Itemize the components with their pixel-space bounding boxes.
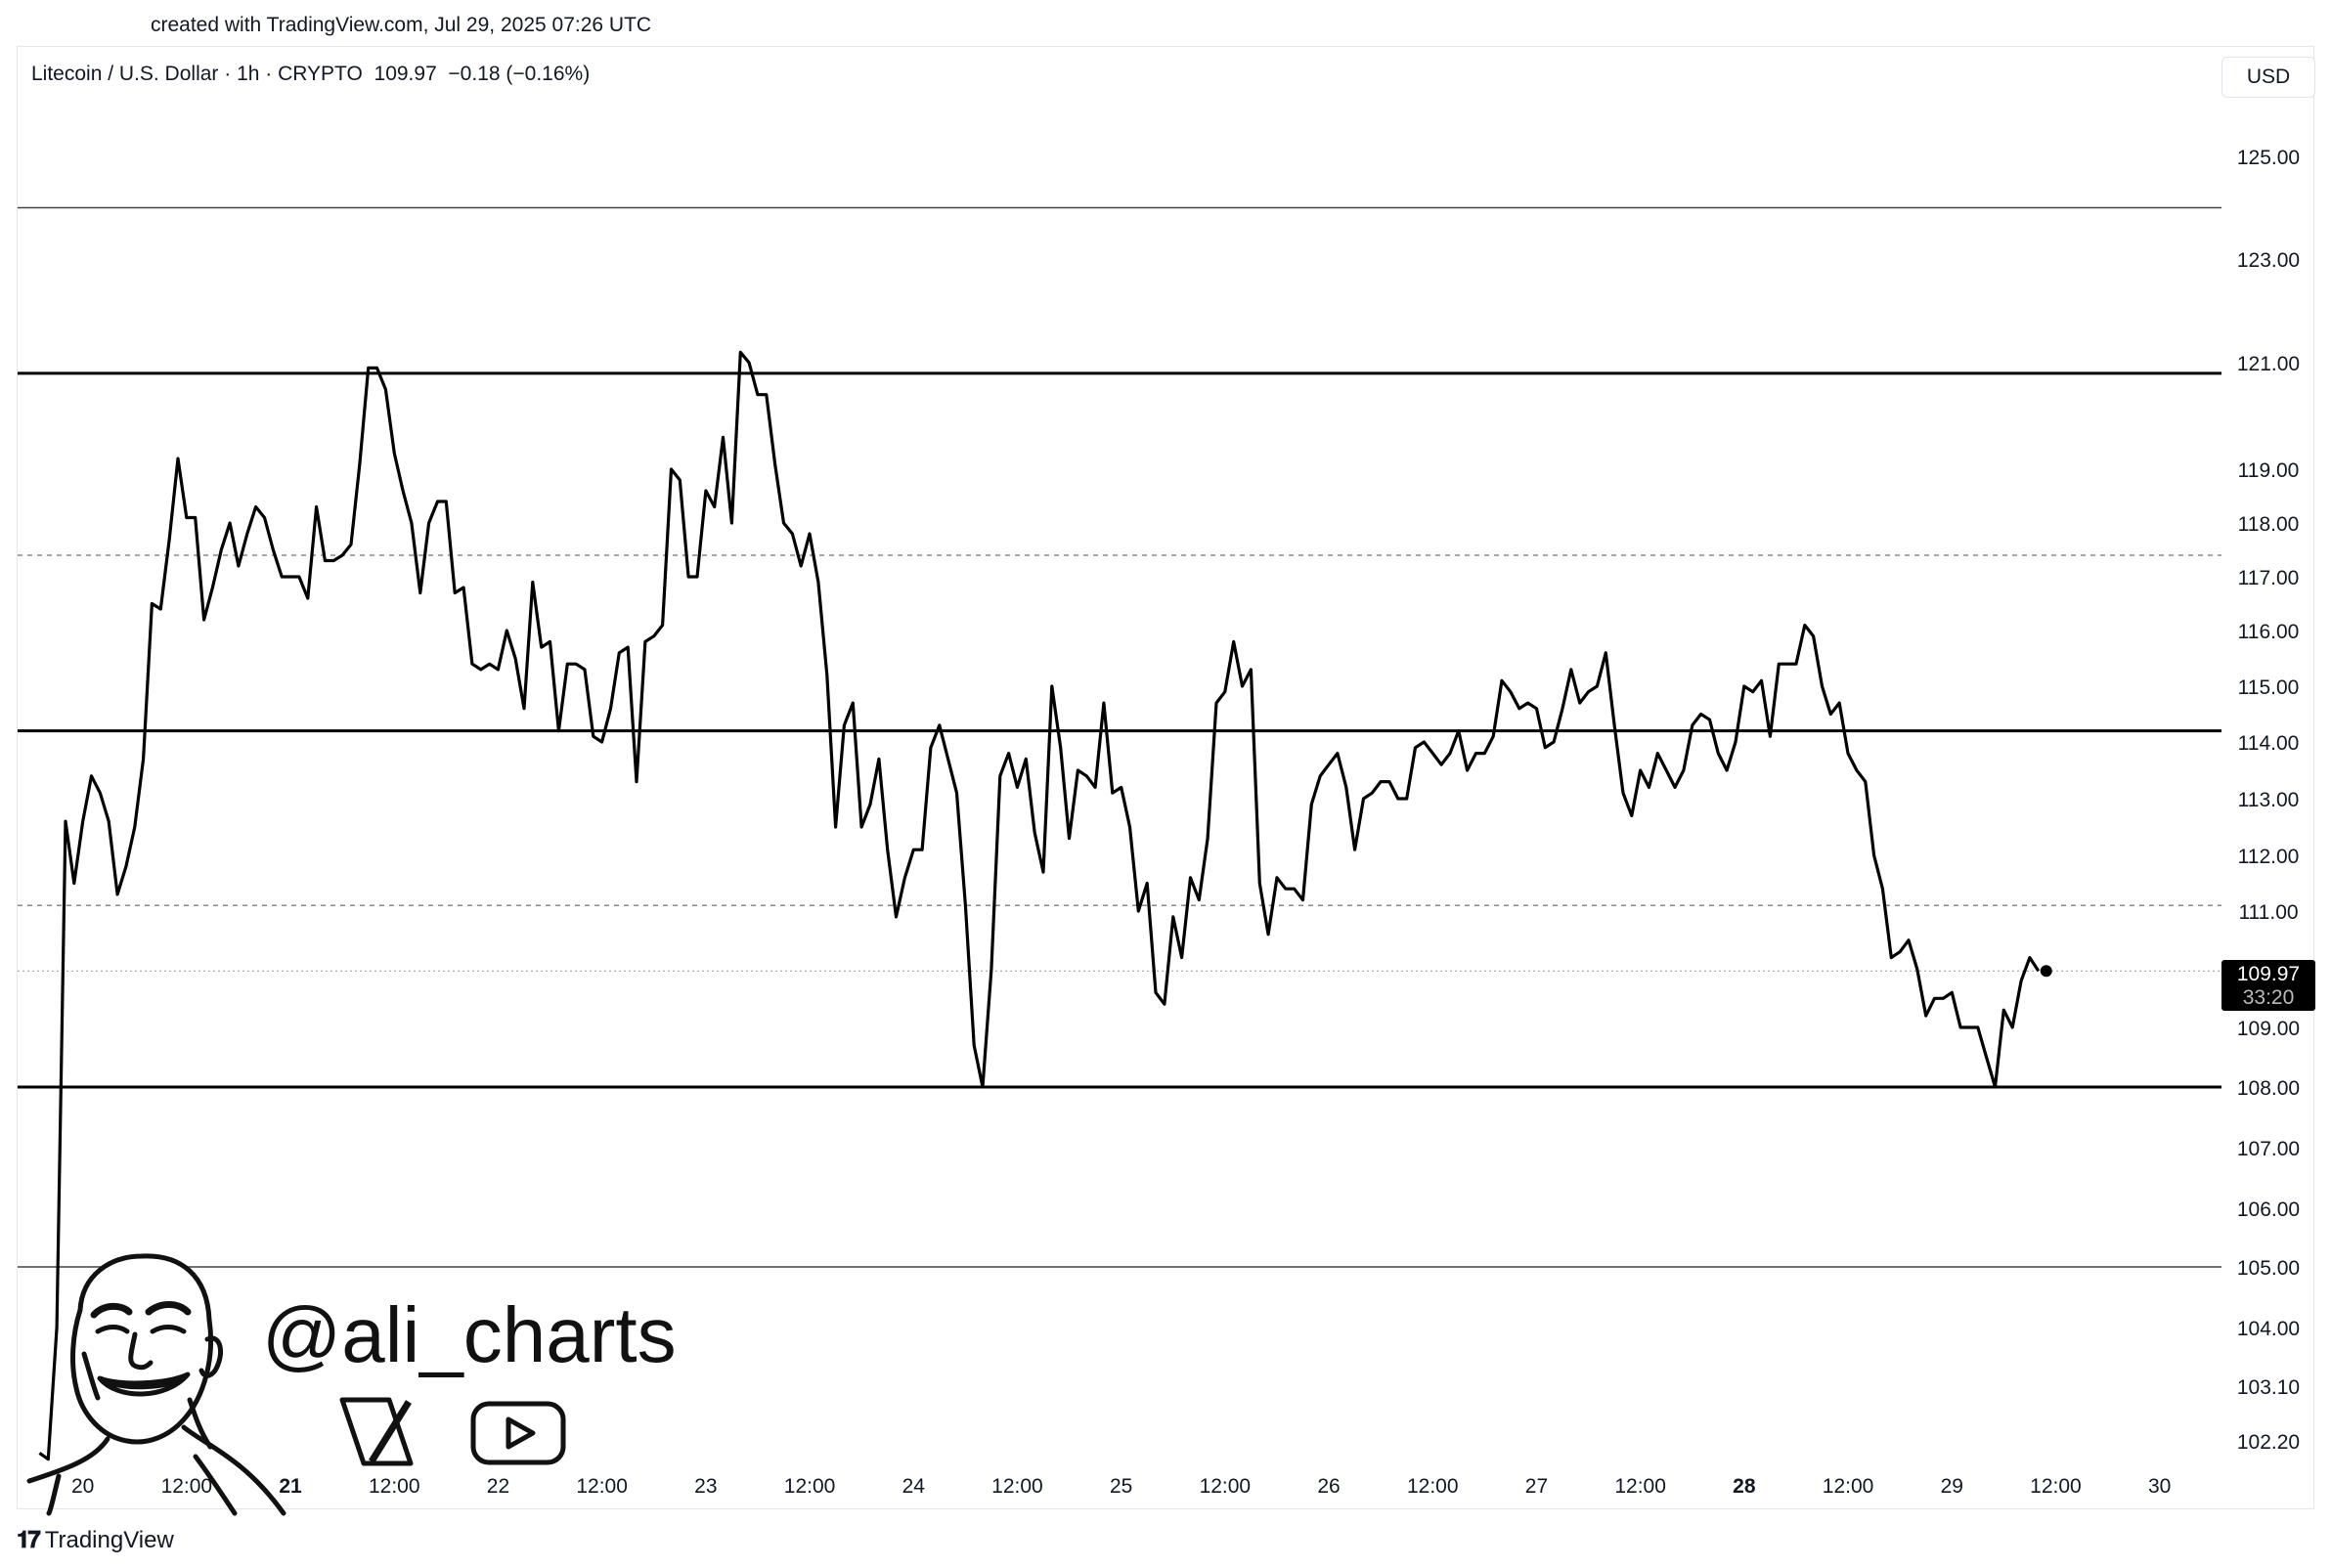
- y-tick-label: 108.00: [2237, 1077, 2300, 1100]
- y-tick-label: 114.00: [2238, 732, 2300, 755]
- y-tick-label: 111.00: [2238, 901, 2298, 924]
- y-tick-label: 107.00: [2237, 1138, 2300, 1160]
- x-tick-label: 30: [2148, 1475, 2171, 1498]
- x-tick-label: 26: [1317, 1475, 1340, 1498]
- y-tick-label: 121.00: [2237, 353, 2300, 375]
- x-tick-label: 24: [902, 1475, 926, 1498]
- currency-button[interactable]: USD: [2221, 57, 2315, 98]
- y-tick-label: 106.00: [2237, 1198, 2300, 1221]
- y-tick-label: 105.00: [2237, 1257, 2300, 1280]
- horizontal-levels: [18, 206, 2221, 1268]
- x-tick-label: 27: [1525, 1475, 1548, 1498]
- x-tick-label: 12:00: [1200, 1475, 1252, 1498]
- x-tick-label: 12:00: [1823, 1475, 1874, 1498]
- youtube-icon[interactable]: [470, 1401, 566, 1465]
- y-tick-label: 116.00: [2238, 621, 2300, 643]
- price-tag: 109.97 33:20: [2221, 960, 2315, 1011]
- cartoon-avatar: [26, 1253, 286, 1516]
- symbol-legend[interactable]: Litecoin / U.S. Dollar · 1h · CRYPTO 109…: [31, 63, 590, 86]
- last-price: 109.97: [374, 63, 437, 85]
- y-tick-label: 109.00: [2237, 1018, 2300, 1040]
- x-tick-label: 29: [1941, 1475, 1963, 1498]
- x-tick-label: 12:00: [161, 1475, 213, 1498]
- y-tick-label: 118.00: [2238, 513, 2300, 536]
- x-tick-label: 23: [694, 1475, 717, 1498]
- tradingview-brand: TradingView: [44, 1527, 174, 1553]
- x-logo-icon[interactable]: [339, 1397, 414, 1466]
- x-tick-label: 20: [71, 1475, 94, 1498]
- chart-credit: created with TradingView.com, Jul 29, 20…: [151, 14, 652, 36]
- x-tick-label: 22: [487, 1475, 509, 1498]
- time-axis[interactable]: 20 12:00 21 12:00 22 12:00 23 12:00 24 12:00 25 12:…: [71, 1475, 2171, 1498]
- tradingview-footer[interactable]: 𝟏𝟕 TradingView: [17, 1527, 174, 1554]
- x-tick-label: 12:00: [369, 1475, 420, 1498]
- x-tick-label: 12:00: [1407, 1475, 1459, 1498]
- price-change: −0.18 (−0.16%): [448, 63, 591, 85]
- x-tick-label: 12:00: [1614, 1475, 1666, 1498]
- last-price-dot: [2040, 965, 2052, 978]
- symbol-name: Litecoin / U.S. Dollar · 1h · CRYPTO: [31, 63, 363, 85]
- price-axis[interactable]: 125.00 123.00 121.00 119.00 118.00 117.00 116.…: [2237, 147, 2300, 1454]
- x-tick-label: 12:00: [576, 1475, 628, 1498]
- y-tick-label: 119.00: [2238, 459, 2300, 482]
- y-tick-label: 125.00: [2237, 147, 2300, 169]
- tradingview-logo-icon: 𝟏𝟕: [17, 1527, 41, 1553]
- y-tick-label: 102.20: [2237, 1431, 2300, 1454]
- price-tag-bg: [2221, 960, 2315, 1011]
- x-tick-label: 12:00: [2030, 1475, 2082, 1498]
- author-handle: @ali_charts: [262, 1291, 677, 1378]
- x-tick-label: 12:00: [991, 1475, 1043, 1498]
- y-tick-label: 113.00: [2238, 789, 2300, 811]
- y-tick-label: 104.00: [2237, 1318, 2300, 1340]
- price-tag-price: 109.97: [2237, 963, 2300, 985]
- y-tick-label: 115.00: [2238, 676, 2300, 699]
- y-tick-label: 117.00: [2238, 567, 2300, 589]
- y-tick-label: 123.00: [2237, 249, 2300, 272]
- x-tick-label: 25: [1110, 1475, 1132, 1498]
- x-tick-label: 21: [279, 1475, 302, 1498]
- price-line: [38, 350, 2041, 1461]
- chart-frame: [17, 46, 2314, 1509]
- x-tick-label: 12:00: [784, 1475, 836, 1498]
- y-tick-label: 103.10: [2237, 1376, 2300, 1399]
- y-tick-label: 112.00: [2238, 846, 2300, 868]
- x-tick-label: 28: [1733, 1475, 1756, 1498]
- price-tag-countdown: 33:20: [2243, 986, 2295, 1009]
